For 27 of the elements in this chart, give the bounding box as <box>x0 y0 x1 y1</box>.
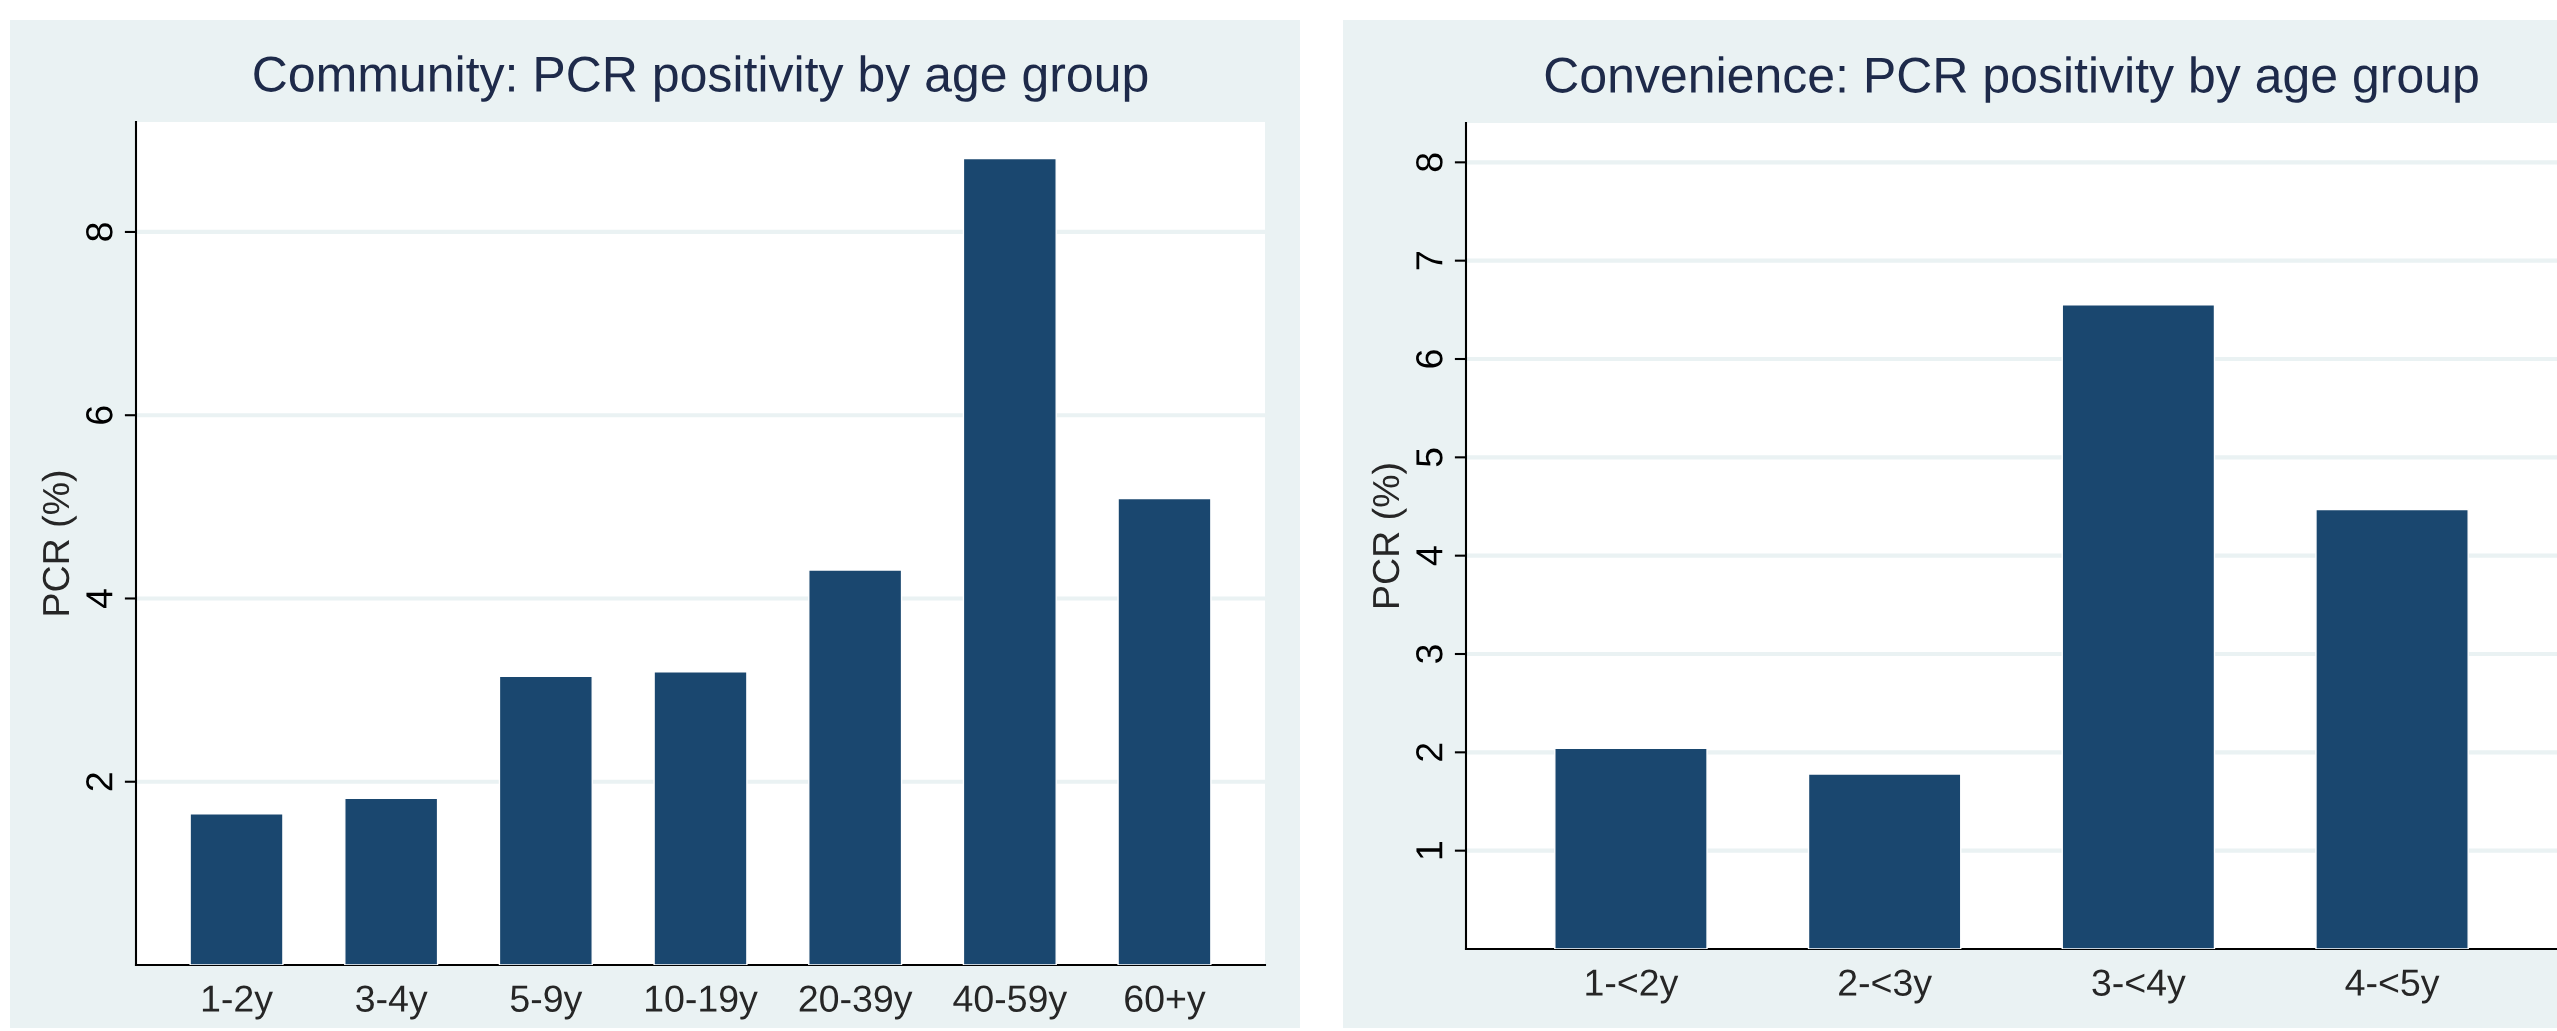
chart-title: Community: PCR positivity by age group <box>254 55 1148 102</box>
chart-title: Convenience: PCR positivity by age group <box>1545 56 2478 103</box>
y-axis-title: PCR (%) <box>41 471 77 615</box>
x-tick-label: 5-9y <box>510 985 583 1020</box>
x-tick-label: 2-<3y <box>1839 969 1932 1004</box>
y-tick-label: 3 <box>1416 645 1443 663</box>
x-tick-label: 60+y <box>1125 985 1206 1020</box>
x-tick-label: 3-<4y <box>2092 969 2186 1004</box>
x-tick-label: 4-<5y <box>2345 969 2440 1004</box>
y-tick-label: 4 <box>86 589 113 609</box>
y-tick-label: 4 <box>1416 546 1443 566</box>
x-tick-label: 1-2y <box>202 985 273 1020</box>
y-tick-label: 7 <box>1416 252 1443 270</box>
x-tick-label: 40-59y <box>953 985 1068 1020</box>
x-tick-label: 3-4y <box>356 985 428 1020</box>
y-axis-title: PCR (%) <box>1371 464 1407 607</box>
y-tick-label: 2 <box>1416 743 1443 761</box>
y-tick-label: 8 <box>1416 153 1443 172</box>
y-tick-label: 8 <box>86 223 113 241</box>
x-tick-label: 20-39y <box>799 985 913 1020</box>
y-tick-label: 6 <box>86 406 113 424</box>
y-tick-label: 2 <box>86 773 113 791</box>
y-tick-label: 6 <box>1416 350 1443 368</box>
y-tick-label: 1 <box>1416 842 1443 859</box>
y-tick-label: 5 <box>1416 448 1443 467</box>
x-tick-label: 1-<2y <box>1586 969 1679 1004</box>
x-tick-label: 10-19y <box>646 985 758 1020</box>
